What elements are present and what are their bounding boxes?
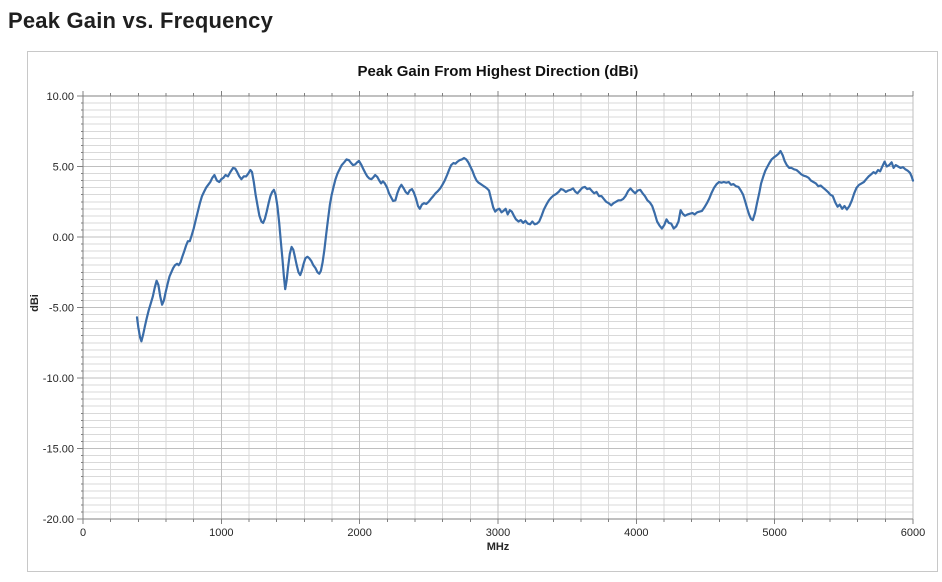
y-tick-label: 0.00 (53, 232, 74, 244)
y-tick-label: 10.00 (46, 91, 74, 103)
x-tick-label: 5000 (762, 527, 786, 539)
x-tick-label: 1000 (209, 527, 233, 539)
gain-line (135, 149, 915, 343)
x-tick-label: 0 (80, 527, 86, 539)
x-axis-title: MHz (486, 541, 510, 553)
y-tick-label: -5.00 (49, 303, 74, 315)
y-tick-label: -20.00 (43, 514, 74, 526)
page-title: Peak Gain vs. Frequency (8, 8, 274, 33)
x-tick-label: 6000 (901, 527, 925, 539)
chart-title: Peak Gain From Highest Direction (dBi) (357, 63, 639, 80)
x-tick-label: 2000 (347, 527, 371, 539)
x-tick-label: 3000 (486, 527, 510, 539)
x-tick-label: 4000 (624, 527, 648, 539)
y-tick-label: 5.00 (53, 162, 74, 174)
chart-container: Peak Gain From Highest Direction (dBi) d… (27, 51, 938, 572)
plot-svg: 0 1000 2000 3000 4000 5000 6000 10.00 5.00 0.00 -5… (43, 91, 925, 539)
y-tick-label: -15.00 (43, 444, 74, 456)
y-tick-label: -10.00 (43, 373, 74, 385)
